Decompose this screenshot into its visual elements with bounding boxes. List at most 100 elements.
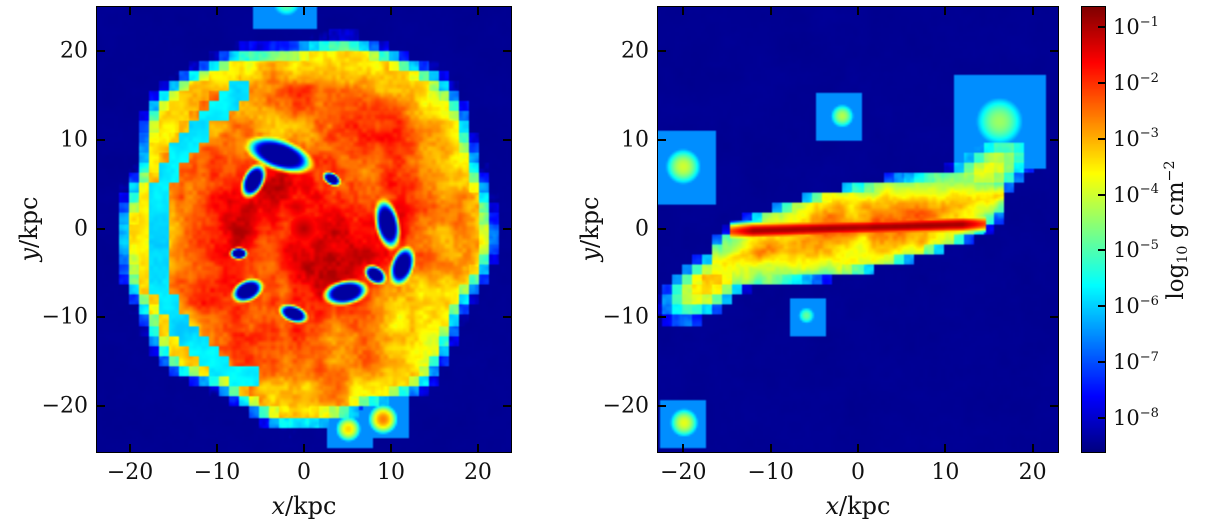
x-tick-label: −10 xyxy=(193,460,241,485)
axis-tick xyxy=(129,7,132,15)
axis-tick xyxy=(303,7,305,15)
colorbar-tick-label: 10−8 xyxy=(1113,407,1159,429)
colorbar-tick-exponent: −6 xyxy=(1139,294,1159,310)
axis-tick xyxy=(97,138,105,141)
x-unit: /kpc xyxy=(285,492,337,520)
edge-on-map-canvas xyxy=(658,7,1058,452)
colorbar-tick-base: 10 xyxy=(1113,126,1140,151)
y-variable: y xyxy=(576,247,604,262)
colorbar-label-mid: g cm xyxy=(1163,181,1189,246)
y-unit: /kpc xyxy=(15,196,43,248)
colorbar-tick-base: 10 xyxy=(1113,238,1140,263)
axis-tick xyxy=(658,404,666,407)
colorbar-gradient-canvas xyxy=(1082,7,1105,452)
x-variable: x xyxy=(825,492,840,520)
y-axis-label-left: y/kpc xyxy=(15,197,43,262)
x-tick-label: 0 xyxy=(297,460,311,485)
axis-tick xyxy=(129,444,132,452)
y-tick-label: 10 xyxy=(621,127,649,153)
axis-tick xyxy=(1050,404,1058,407)
axis-tick xyxy=(389,444,392,452)
colorbar-tick xyxy=(1098,249,1105,252)
colorbar-tick-exponent: −2 xyxy=(1139,70,1159,86)
colorbar-tick-exponent: −1 xyxy=(1139,14,1159,30)
x-unit: /kpc xyxy=(839,492,891,520)
face-on-map-canvas xyxy=(97,7,511,452)
axis-tick xyxy=(682,444,685,452)
x-axis-label-left: x/kpc xyxy=(272,492,337,520)
axis-tick xyxy=(658,50,666,53)
y-tick-label: −20 xyxy=(602,393,649,419)
colorbar-unit-label: log10 g cm−2 xyxy=(1162,160,1191,300)
x-tick-label: 20 xyxy=(1018,460,1047,485)
colorbar-tick-exponent: −3 xyxy=(1139,126,1159,142)
colorbar-tick-label: 10−7 xyxy=(1113,351,1159,373)
axis-tick xyxy=(476,444,479,452)
axis-tick xyxy=(944,444,947,452)
x-variable: x xyxy=(271,492,286,520)
colorbar-tick xyxy=(1098,417,1105,420)
axis-tick xyxy=(503,316,511,319)
axis-tick xyxy=(658,316,666,319)
x-tick-label: −20 xyxy=(106,460,154,485)
colorbar-tick-label: 10−4 xyxy=(1113,183,1159,205)
colorbar-label-sup: −2 xyxy=(1162,160,1179,182)
colorbar-tick-label: 10−5 xyxy=(1113,239,1159,261)
axis-tick xyxy=(503,138,511,141)
axis-tick xyxy=(1050,138,1058,141)
colorbar-tick-label: 10−2 xyxy=(1113,70,1159,95)
axis-tick xyxy=(857,7,859,15)
colorbar-tick-exponent: −5 xyxy=(1139,238,1159,254)
axis-tick xyxy=(97,316,105,319)
axis-tick xyxy=(389,7,392,15)
x-tick-label: 10 xyxy=(931,460,960,485)
axis-tick xyxy=(216,7,219,15)
colorbar-label-prefix: log xyxy=(1163,263,1189,300)
axis-tick xyxy=(97,227,105,230)
y-axis-label-right: y/kpc xyxy=(576,197,604,262)
y-tick-label: 20 xyxy=(621,38,649,64)
y-tick-label: −10 xyxy=(41,304,88,330)
x-tick-label: 0 xyxy=(851,460,865,485)
y-tick-label: 10 xyxy=(60,127,88,153)
colorbar-label-sub: 10 xyxy=(1174,245,1191,264)
colorbar-tick xyxy=(1098,81,1105,84)
edge-on-panel: −20 −10 0 10 20 −20 −10 0 10 20 xyxy=(603,6,1059,484)
colorbar-tick-label: 10−1 xyxy=(1113,14,1159,39)
axis-tick xyxy=(97,50,105,53)
colorbar-tick-exponent: −8 xyxy=(1139,406,1159,422)
x-axis-label-right: x/kpc xyxy=(826,492,891,520)
colorbar-tick xyxy=(1098,193,1105,196)
colorbar-tick xyxy=(1098,305,1105,308)
axis-tick xyxy=(944,7,947,15)
x-tick-label: 10 xyxy=(376,460,405,485)
colorbar-tick-base: 10 xyxy=(1113,294,1140,319)
axis-tick xyxy=(1050,316,1058,319)
y-tick-label: 0 xyxy=(635,216,649,242)
colorbar-tick-base: 10 xyxy=(1113,70,1140,95)
axis-tick xyxy=(503,227,511,230)
axis-tick xyxy=(658,138,666,141)
y-variable: y xyxy=(15,247,43,262)
colorbar: 10−1 10−2 10−3 10−4 10−5 10−6 10−7 10−8 xyxy=(1081,6,1159,453)
colorbar-tick-exponent: −7 xyxy=(1139,350,1159,366)
x-tick-label: 20 xyxy=(463,460,492,485)
axis-tick xyxy=(1050,227,1058,230)
axis-tick xyxy=(769,444,772,452)
axis-tick xyxy=(1050,50,1058,53)
y-tick-label: 20 xyxy=(60,38,88,64)
colorbar-tick xyxy=(1098,361,1105,364)
axis-tick xyxy=(1031,7,1034,15)
axis-tick xyxy=(476,7,479,15)
axis-tick xyxy=(503,404,511,407)
colorbar-tick-exponent: −4 xyxy=(1139,182,1159,198)
colorbar-tick xyxy=(1098,137,1105,140)
colorbar-tick-label: 10−6 xyxy=(1113,295,1159,317)
x-tick-label: −20 xyxy=(660,460,707,485)
y-tick-label: 0 xyxy=(74,216,88,242)
axis-tick xyxy=(303,444,305,452)
axis-tick xyxy=(1031,444,1034,452)
colorbar-tick-base: 10 xyxy=(1113,14,1140,39)
colorbar-tick-label: 10−3 xyxy=(1113,126,1159,151)
